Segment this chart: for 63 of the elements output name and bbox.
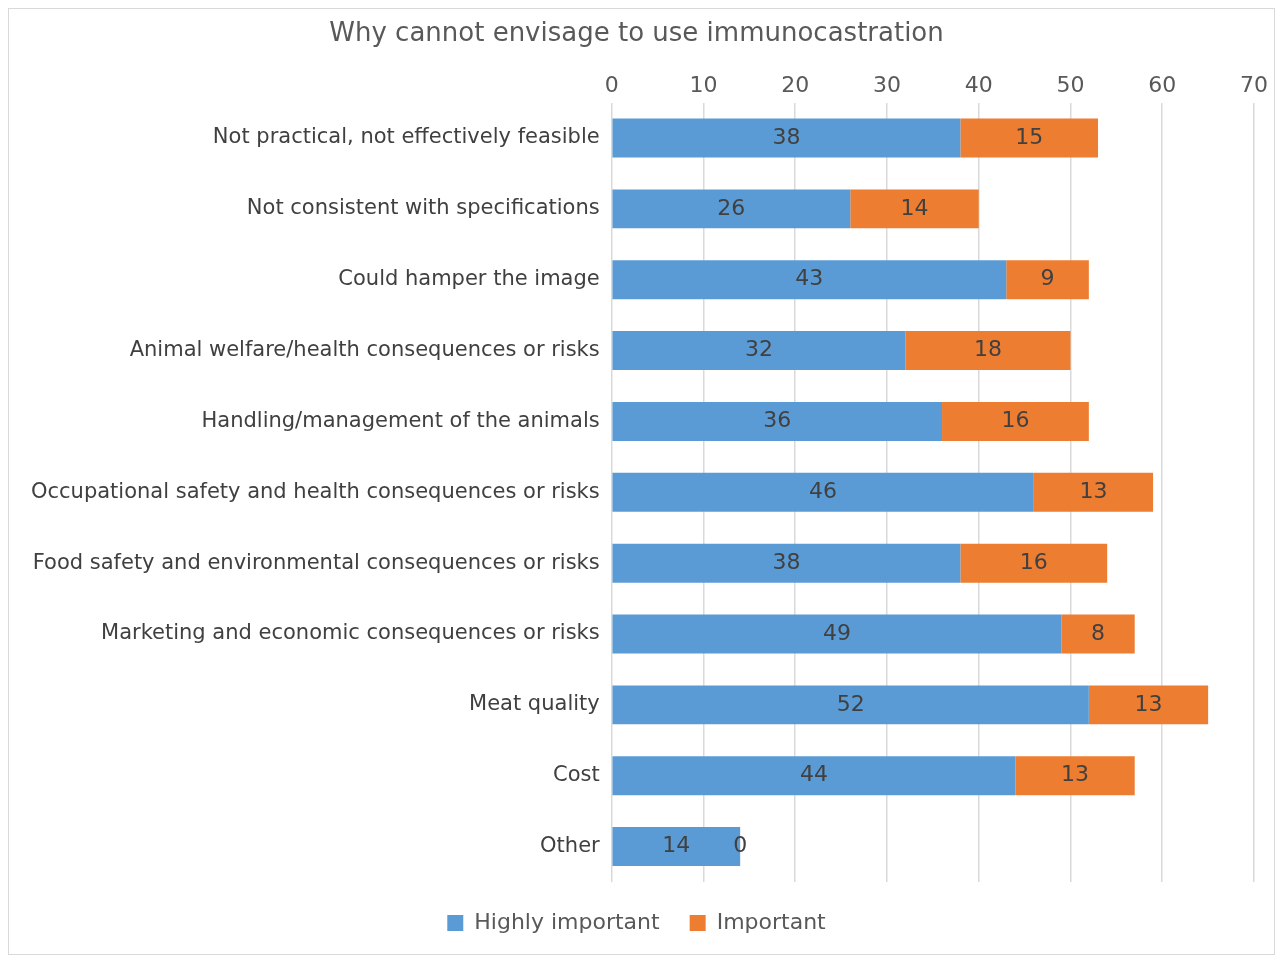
bar (850, 189, 979, 229)
data-label: 46 (809, 478, 838, 504)
legend-label: Important (716, 908, 827, 934)
bar (960, 118, 1099, 158)
data-label: 38 (772, 123, 801, 149)
y-tick-label: Not practical, not effectively feasible (212, 124, 600, 149)
x-tick-label: 70 (1240, 72, 1268, 98)
data-label: 18 (973, 336, 1002, 362)
bar (612, 260, 1007, 300)
y-tick-label: Could hamper the image (338, 266, 600, 291)
data-label: 38 (772, 548, 801, 574)
data-label: 16 (1019, 548, 1048, 574)
data-label: 14 (662, 832, 691, 858)
bar (612, 401, 943, 441)
bar (612, 614, 1062, 654)
y-tick-label: Not consistent with specifications (246, 195, 600, 220)
bar (1061, 614, 1135, 654)
y-tick-label: Food safety and environmental consequences or risks (32, 549, 600, 574)
y-tick-label: Other (540, 833, 601, 858)
data-label: 16 (1001, 407, 1030, 433)
x-tick-label: 0 (604, 72, 619, 98)
y-tick-label: Cost (553, 762, 600, 787)
y-tick-label: Meat quality (469, 691, 600, 716)
data-label: 26 (717, 194, 746, 220)
data-label: 32 (744, 336, 773, 362)
data-label: 13 (1134, 690, 1163, 716)
x-tick-label: 60 (1148, 72, 1177, 98)
data-label: 43 (795, 265, 824, 291)
chart-title: Why cannot envisage to use immunocastration (329, 17, 944, 48)
data-label: 8 (1091, 619, 1106, 645)
legend-label: Highly important (474, 908, 661, 934)
data-label: 49 (822, 619, 851, 645)
x-tick-label: 50 (1056, 72, 1085, 98)
x-tick-label: 20 (781, 72, 810, 98)
bar (612, 685, 1089, 725)
bar (1015, 756, 1135, 796)
x-tick-label: 30 (872, 72, 901, 98)
y-tick-label: Animal welfare/health consequences or risks (129, 337, 600, 362)
y-tick-label: Marketing and economic consequences or risks (101, 620, 600, 645)
y-tick-label: Handling/management of the animals (201, 407, 600, 432)
bar (1088, 685, 1209, 725)
data-label: 36 (763, 407, 792, 433)
bar (612, 756, 1016, 796)
data-label: 52 (836, 690, 865, 716)
data-label: 14 (900, 194, 929, 220)
x-tick-label: 10 (689, 72, 718, 98)
bar (612, 543, 961, 583)
data-label: 9 (1040, 265, 1055, 291)
bar (905, 331, 1071, 371)
bar (612, 189, 851, 229)
y-tick-label: Occupational safety and health consequences or risks (30, 478, 600, 503)
bar (612, 472, 1034, 512)
data-label: 15 (1015, 123, 1044, 149)
bar (612, 331, 906, 371)
data-label: 13 (1061, 761, 1090, 787)
x-tick-label: 40 (964, 72, 993, 98)
bar (942, 401, 1089, 441)
bar (960, 543, 1108, 583)
bar (1006, 260, 1089, 300)
data-label: 44 (799, 761, 828, 787)
bar (612, 118, 961, 158)
data-label: 13 (1079, 478, 1108, 504)
bar (1033, 472, 1154, 512)
